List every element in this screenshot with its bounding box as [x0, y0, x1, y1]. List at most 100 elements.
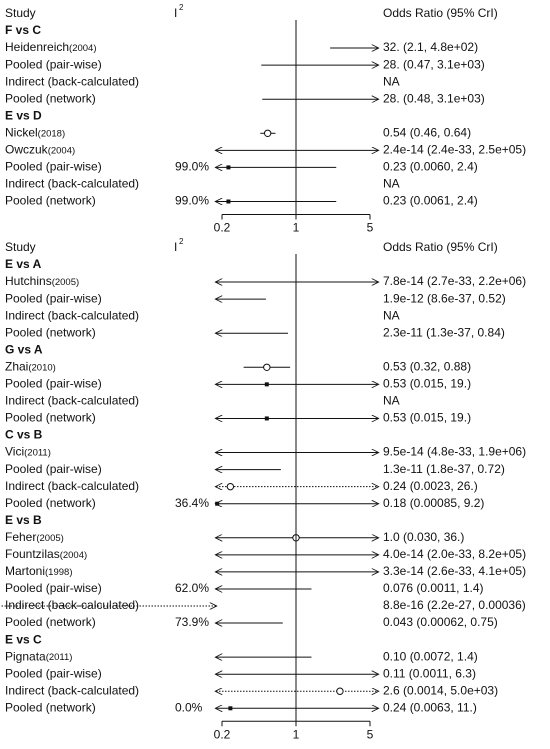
row-year: (2004)	[48, 145, 75, 156]
row-label: Vici(2011)	[5, 445, 51, 459]
row-label: Pignata(2011)	[5, 649, 72, 663]
odds-ratio-text: 0.076 (0.0011, 1.4)	[383, 581, 484, 595]
x-tick-label: 5	[367, 221, 374, 235]
row-label: Pooled (pair-wise)	[5, 581, 102, 595]
row-label: Feher(2005)	[5, 530, 64, 544]
odds-ratio-text: 8.8e-16 (2.2e-27, 0.00036)	[383, 598, 526, 612]
header-study: Study	[5, 240, 36, 254]
x-tick-label: 1	[293, 221, 300, 235]
row-label: Pooled (pair-wise)	[5, 291, 102, 305]
row-label: Indirect (back-calculated)	[5, 683, 139, 697]
x-tick-label: 1	[293, 727, 300, 741]
row-label: Hutchins(2005)	[5, 274, 79, 288]
row-label: Indirect (back-calculated)	[5, 177, 139, 191]
row-label: Pooled (network)	[5, 91, 96, 105]
row-label: Pooled (network)	[5, 700, 96, 714]
row-label: Indirect (back-calculated)	[5, 74, 139, 88]
row-label: Pooled (pair-wise)	[5, 462, 102, 476]
odds-ratio-text: 2.6 (0.0014, 5.0e+03)	[383, 683, 498, 697]
odds-ratio-text: 2.4e-14 (2.4e-33, 2.5e+05)	[383, 143, 526, 157]
i2-value: 99.0%	[175, 194, 209, 208]
point-estimate	[226, 482, 235, 491]
odds-ratio-text: 2.3e-11 (1.3e-37, 0.84)	[383, 325, 505, 339]
row-year: (2004)	[60, 549, 87, 560]
odds-ratio-text: 1.9e-12 (8.6e-37, 0.52)	[383, 291, 506, 305]
odds-ratio-text: 0.18 (0.00085, 9.2)	[383, 496, 484, 510]
point-estimate	[264, 416, 269, 421]
odds-ratio-text: 0.11 (0.0011, 6.3)	[383, 666, 476, 680]
point-estimate	[263, 129, 272, 138]
row-label: Pooled (pair-wise)	[5, 377, 102, 391]
point-estimate	[215, 501, 220, 506]
odds-ratio-text: 0.53 (0.32, 0.88)	[383, 359, 471, 373]
header-i2: I	[174, 240, 177, 254]
odds-ratio-text: 9.5e-14 (4.8e-33, 1.9e+06)	[383, 445, 526, 459]
odds-ratio-text: NA	[383, 394, 400, 408]
row-label: Indirect (back-calculated)	[5, 598, 139, 612]
odds-ratio-text: 0.10 (0.0072, 1.4)	[383, 649, 478, 663]
row-label: Owczuk(2004)	[5, 143, 75, 157]
row-label: Pooled (network)	[5, 325, 96, 339]
row-label: Indirect (back-calculated)	[5, 394, 139, 408]
odds-ratio-text: 0.23 (0.0060, 2.4)	[383, 160, 478, 174]
row-label: Pooled (network)	[5, 496, 96, 510]
header-study: Study	[5, 6, 36, 20]
header-i2: I	[174, 6, 177, 20]
x-tick-label: 0.2	[214, 221, 231, 235]
i2-value: 36.4%	[175, 496, 209, 510]
row-year: (2004)	[69, 43, 96, 54]
odds-ratio-text: 1.0 (0.030, 36.)	[383, 530, 464, 544]
row-label: Martoni(1998)	[5, 564, 72, 578]
group-title: C vs B	[5, 428, 43, 442]
point-estimate	[228, 706, 233, 711]
i2-value: 62.0%	[175, 581, 209, 595]
row-label: Pooled (network)	[5, 615, 96, 629]
group-title: F vs C	[5, 23, 41, 37]
odds-ratio-text: NA	[383, 177, 400, 191]
row-label: Pooled (network)	[5, 411, 96, 425]
i2-value: 99.0%	[175, 160, 209, 174]
odds-ratio-text: 32. (2.1, 4.8e+02)	[383, 40, 478, 54]
odds-ratio-text: 28. (0.47, 3.1e+03)	[383, 57, 485, 71]
point-estimate	[263, 363, 271, 371]
row-year: (2005)	[36, 532, 63, 543]
odds-ratio-text: NA	[383, 74, 400, 88]
x-tick-label: 0.2	[214, 727, 231, 741]
row-year: (2005)	[52, 277, 79, 288]
odds-ratio-text: 4.0e-14 (2.0e-33, 8.2e+05)	[383, 547, 526, 561]
row-year: (2018)	[38, 128, 65, 139]
row-label: Indirect (back-calculated)	[5, 308, 139, 322]
odds-ratio-text: NA	[383, 308, 400, 322]
odds-ratio-text: 0.24 (0.0023, 26.)	[383, 479, 478, 493]
header-i2-sup: 2	[179, 3, 184, 12]
x-tick-label: 5	[367, 727, 374, 741]
point-estimate	[226, 165, 231, 170]
row-label: Fountzilas(2004)	[5, 547, 87, 561]
odds-ratio-text: 0.53 (0.015, 19.)	[383, 377, 471, 391]
odds-ratio-text: 28. (0.48, 3.1e+03)	[383, 91, 485, 105]
row-year: (1998)	[45, 566, 72, 577]
row-label: Pooled (pair-wise)	[5, 666, 102, 680]
row-year: (2010)	[28, 362, 55, 373]
point-estimate	[226, 199, 231, 204]
group-title: E vs A	[5, 257, 42, 271]
row-label: Zhai(2010)	[5, 359, 56, 373]
odds-ratio-text: 0.23 (0.0061, 2.4)	[383, 194, 478, 208]
odds-ratio-text: 1.3e-11 (1.8e-37, 0.72)	[383, 462, 505, 476]
point-estimate	[264, 382, 269, 387]
header-i2-sup: 2	[179, 237, 184, 246]
row-year: (2011)	[46, 652, 73, 663]
row-label: Indirect (back-calculated)	[5, 479, 139, 493]
row-label: Heidenreich(2004)	[5, 40, 97, 54]
group-title: G vs A	[5, 342, 43, 356]
row-label: Nickel(2018)	[5, 125, 65, 139]
odds-ratio-text: 0.043 (0.00062, 0.75)	[383, 615, 498, 629]
i2-value: 0.0%	[175, 700, 203, 714]
group-title: E vs B	[5, 513, 42, 527]
row-label: Pooled (network)	[5, 194, 96, 208]
header-or: Odds Ratio (95% CrI)	[383, 240, 498, 254]
odds-ratio-text: 0.53 (0.015, 19.)	[383, 411, 471, 425]
odds-ratio-text: 7.8e-14 (2.7e-33, 2.2e+06)	[383, 274, 526, 288]
row-label: Pooled (pair-wise)	[5, 57, 102, 71]
